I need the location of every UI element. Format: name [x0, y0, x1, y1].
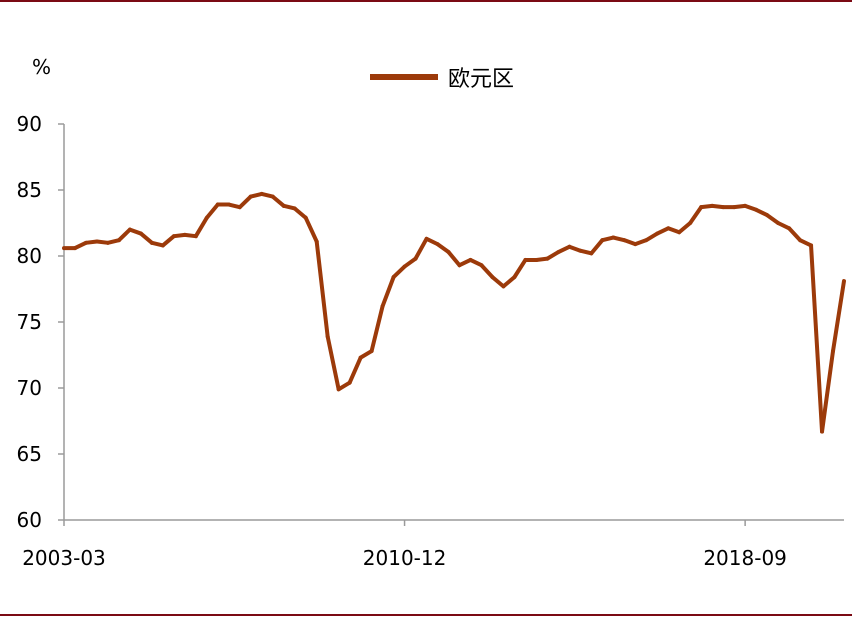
y-tick-label: 80	[17, 244, 42, 268]
series-line-segment	[325, 334, 341, 392]
series-line-segment	[490, 275, 506, 289]
y-tick-label: 85	[17, 178, 42, 202]
series-line-segment	[754, 207, 770, 218]
series-line-segment	[402, 256, 418, 269]
series-line-segment	[347, 355, 363, 385]
series-line-segment	[501, 275, 517, 289]
series-line-segment	[787, 226, 803, 243]
series-line-segment	[688, 205, 704, 225]
bottom-border-line	[0, 614, 852, 616]
y-axis-unit-label: %	[32, 55, 51, 79]
series-line-segment	[138, 231, 154, 245]
series-line-segment	[292, 206, 308, 220]
plot-area	[62, 191, 846, 434]
top-border-line	[0, 0, 852, 2]
series-line-segment	[380, 275, 396, 309]
series-line-segment	[468, 257, 484, 268]
series-line-segment	[820, 349, 836, 434]
series-line-segment	[831, 279, 846, 354]
series-line-segment	[655, 226, 671, 236]
y-axis: 60 65 70 75 80 85 90	[17, 112, 65, 532]
series-line-segment	[545, 250, 561, 261]
series-line-segment	[391, 264, 407, 280]
series-line-segment	[336, 380, 352, 392]
series-line-segment	[556, 244, 572, 255]
series-line-segment	[644, 231, 660, 243]
series-line-segment	[237, 194, 253, 210]
series-line-segment	[116, 227, 132, 243]
series-line-segment	[512, 257, 528, 280]
series-line-segment	[589, 238, 605, 256]
series-line-segment	[369, 304, 385, 354]
y-tick-label: 75	[17, 310, 42, 334]
series-line-segment	[424, 236, 440, 247]
x-tick-label: 2010-12	[363, 546, 447, 570]
series-line-segment	[204, 202, 220, 220]
series-line-segment	[358, 349, 374, 360]
series-line-segment	[798, 238, 814, 248]
y-tick-label: 90	[17, 112, 42, 136]
series-line-segment	[776, 221, 792, 231]
series-line-segment	[193, 215, 209, 239]
series-line-segment	[413, 236, 429, 261]
series-line-segment	[435, 242, 451, 255]
series-line-segment	[809, 243, 825, 434]
series-line-segment	[72, 240, 88, 251]
y-tick-label: 70	[17, 376, 42, 400]
series-line-segment	[677, 221, 693, 235]
legend: 欧元区	[370, 67, 514, 92]
x-tick-label: 2003-03	[22, 546, 106, 570]
y-tick-label: 60	[17, 508, 42, 532]
series-line-segment	[446, 250, 462, 268]
y-tick-label: 65	[17, 442, 42, 466]
series-line-segment	[314, 239, 330, 339]
series-line-segment	[270, 194, 286, 208]
x-tick-label: 2018-09	[703, 546, 787, 570]
legend-label: 欧元区	[448, 67, 514, 92]
series-line-segment	[160, 234, 176, 248]
series-line-segment	[303, 215, 319, 244]
x-axis: 2003-03 2010-12 2018-09	[22, 519, 844, 570]
series-line-segment	[479, 263, 495, 280]
series-line-segment	[457, 257, 473, 268]
series-line-segment	[765, 213, 781, 225]
